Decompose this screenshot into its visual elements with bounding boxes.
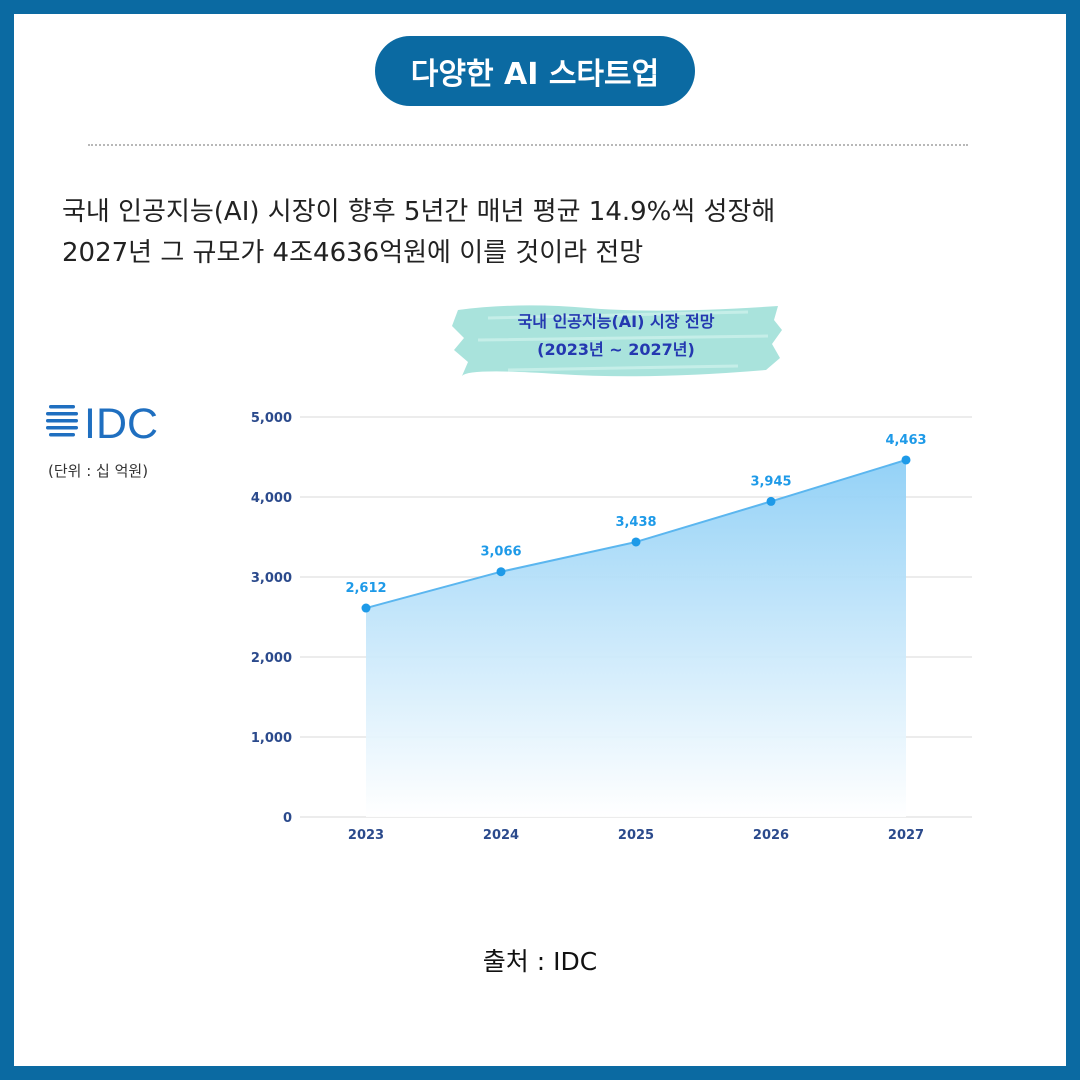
dotted-divider [88, 144, 968, 146]
headline: 국내 인공지능(AI) 시장이 향후 5년간 매년 평균 14.9%씩 성장해 … [62, 192, 1022, 274]
data-label: 3,438 [615, 515, 656, 530]
idc-logo: IDC [46, 400, 158, 444]
banner-title: 다양한 AI 스타트업 [375, 36, 695, 106]
headline-line-2: 2027년 그 규모가 4조4636억원에 이를 것이라 전망 [62, 238, 644, 268]
x-tick-label: 2027 [888, 828, 924, 843]
chart-title: 국내 인공지능(AI) 시장 전망 [517, 312, 715, 331]
area-fill [366, 459, 906, 817]
data-label: 2,612 [345, 581, 386, 596]
source-label: 출처 : IDC [482, 947, 598, 976]
data-point [901, 455, 911, 465]
headline-line-1: 국내 인공지능(AI) 시장이 향후 5년간 매년 평균 14.9%씩 성장해 [62, 197, 776, 227]
x-tick-label: 2025 [618, 828, 654, 843]
brush-highlight-icon [452, 305, 782, 377]
x-tick-label: 2023 [348, 828, 384, 843]
y-tick-label: 1,000 [251, 731, 292, 746]
data-point [766, 496, 776, 506]
data-point [631, 537, 641, 547]
x-tick-label: 2026 [753, 828, 789, 843]
data-label: 3,945 [750, 474, 791, 489]
idc-logo-icon [46, 405, 78, 437]
area-chart: 0 1,000 2,000 3,000 4,000 5,000 2,612 2023 3,066… [251, 411, 972, 843]
data-label: 3,066 [480, 545, 521, 560]
data-point [496, 567, 506, 577]
y-tick-label: 4,000 [251, 491, 292, 506]
chart-title-block: 국내 인공지능(AI) 시장 전망 (2023년 ~ 2027년) [448, 308, 784, 364]
unit-label: (단위 : 십 억원) [48, 462, 149, 480]
data-label: 4,463 [885, 433, 926, 448]
chart-subtitle: (2023년 ~ 2027년) [537, 340, 695, 359]
y-tick-label: 5,000 [251, 411, 292, 426]
y-tick-label: 3,000 [251, 571, 292, 586]
idc-logo-text: IDC [84, 400, 158, 444]
x-tick-label: 2024 [483, 828, 519, 843]
y-tick-label: 0 [283, 811, 292, 826]
data-point [361, 603, 371, 613]
y-tick-label: 2,000 [251, 651, 292, 666]
